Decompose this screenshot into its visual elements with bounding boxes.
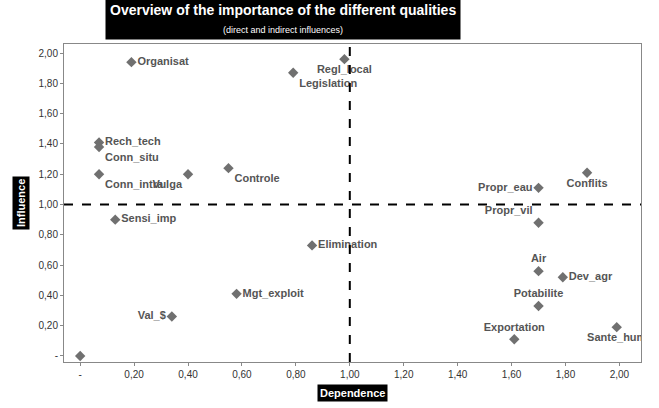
svg-text:Air: Air <box>531 252 547 264</box>
svg-text:Conflits: Conflits <box>567 177 608 189</box>
svg-text:Dependence: Dependence <box>320 387 385 399</box>
svg-text:Influence: Influence <box>15 179 27 227</box>
svg-text:1,80: 1,80 <box>39 78 59 89</box>
svg-text:Rech_tech: Rech_tech <box>105 135 161 147</box>
svg-text:Organisat: Organisat <box>137 55 189 67</box>
svg-text:Val_$: Val_$ <box>138 309 166 321</box>
svg-text:Dev_agr: Dev_agr <box>569 270 613 282</box>
svg-text:Regl_local: Regl_local <box>317 63 372 75</box>
svg-text:0,20: 0,20 <box>39 320 59 331</box>
svg-text:Propr_vil: Propr_vil <box>485 204 533 216</box>
svg-text:1,00: 1,00 <box>39 199 59 210</box>
svg-text:Legislation: Legislation <box>299 77 357 89</box>
svg-text:0,80: 0,80 <box>286 369 306 380</box>
svg-text:1,40: 1,40 <box>39 138 59 149</box>
svg-text:1,60: 1,60 <box>39 108 59 119</box>
svg-text:Sensi_imp: Sensi_imp <box>121 212 176 224</box>
svg-text:Potabilite: Potabilite <box>514 287 564 299</box>
svg-text:Conn_situ: Conn_situ <box>105 151 159 163</box>
svg-text:Vulga: Vulga <box>152 178 182 190</box>
svg-text:Conn_intra: Conn_intra <box>105 178 164 190</box>
svg-text:1,40: 1,40 <box>448 369 468 380</box>
svg-text:0,40: 0,40 <box>39 290 59 301</box>
svg-text:Mgt_exploit: Mgt_exploit <box>243 287 304 299</box>
svg-text:-: - <box>79 369 82 380</box>
svg-text:1,20: 1,20 <box>394 369 414 380</box>
svg-text:Elimination: Elimination <box>318 238 378 250</box>
svg-text:0,40: 0,40 <box>178 369 198 380</box>
svg-text:1,20: 1,20 <box>39 169 59 180</box>
svg-text:Sante_hum: Sante_hum <box>587 331 641 343</box>
svg-text:0,80: 0,80 <box>39 229 59 240</box>
svg-text:Propr_eau: Propr_eau <box>478 181 532 193</box>
svg-text:2,00: 2,00 <box>610 369 630 380</box>
svg-text:1,60: 1,60 <box>502 369 522 380</box>
svg-text:-: - <box>55 350 58 361</box>
svg-text:Controle: Controle <box>234 172 279 184</box>
svg-text:0,60: 0,60 <box>232 369 252 380</box>
svg-text:Exportation: Exportation <box>484 321 545 333</box>
svg-text:1,80: 1,80 <box>556 369 576 380</box>
svg-text:1,00: 1,00 <box>340 369 360 380</box>
svg-text:Overview of the importance of: Overview of the importance of the differ… <box>110 2 456 35</box>
svg-text:0,60: 0,60 <box>39 260 59 271</box>
svg-text:2,00: 2,00 <box>39 48 59 59</box>
svg-text:0,20: 0,20 <box>124 369 144 380</box>
